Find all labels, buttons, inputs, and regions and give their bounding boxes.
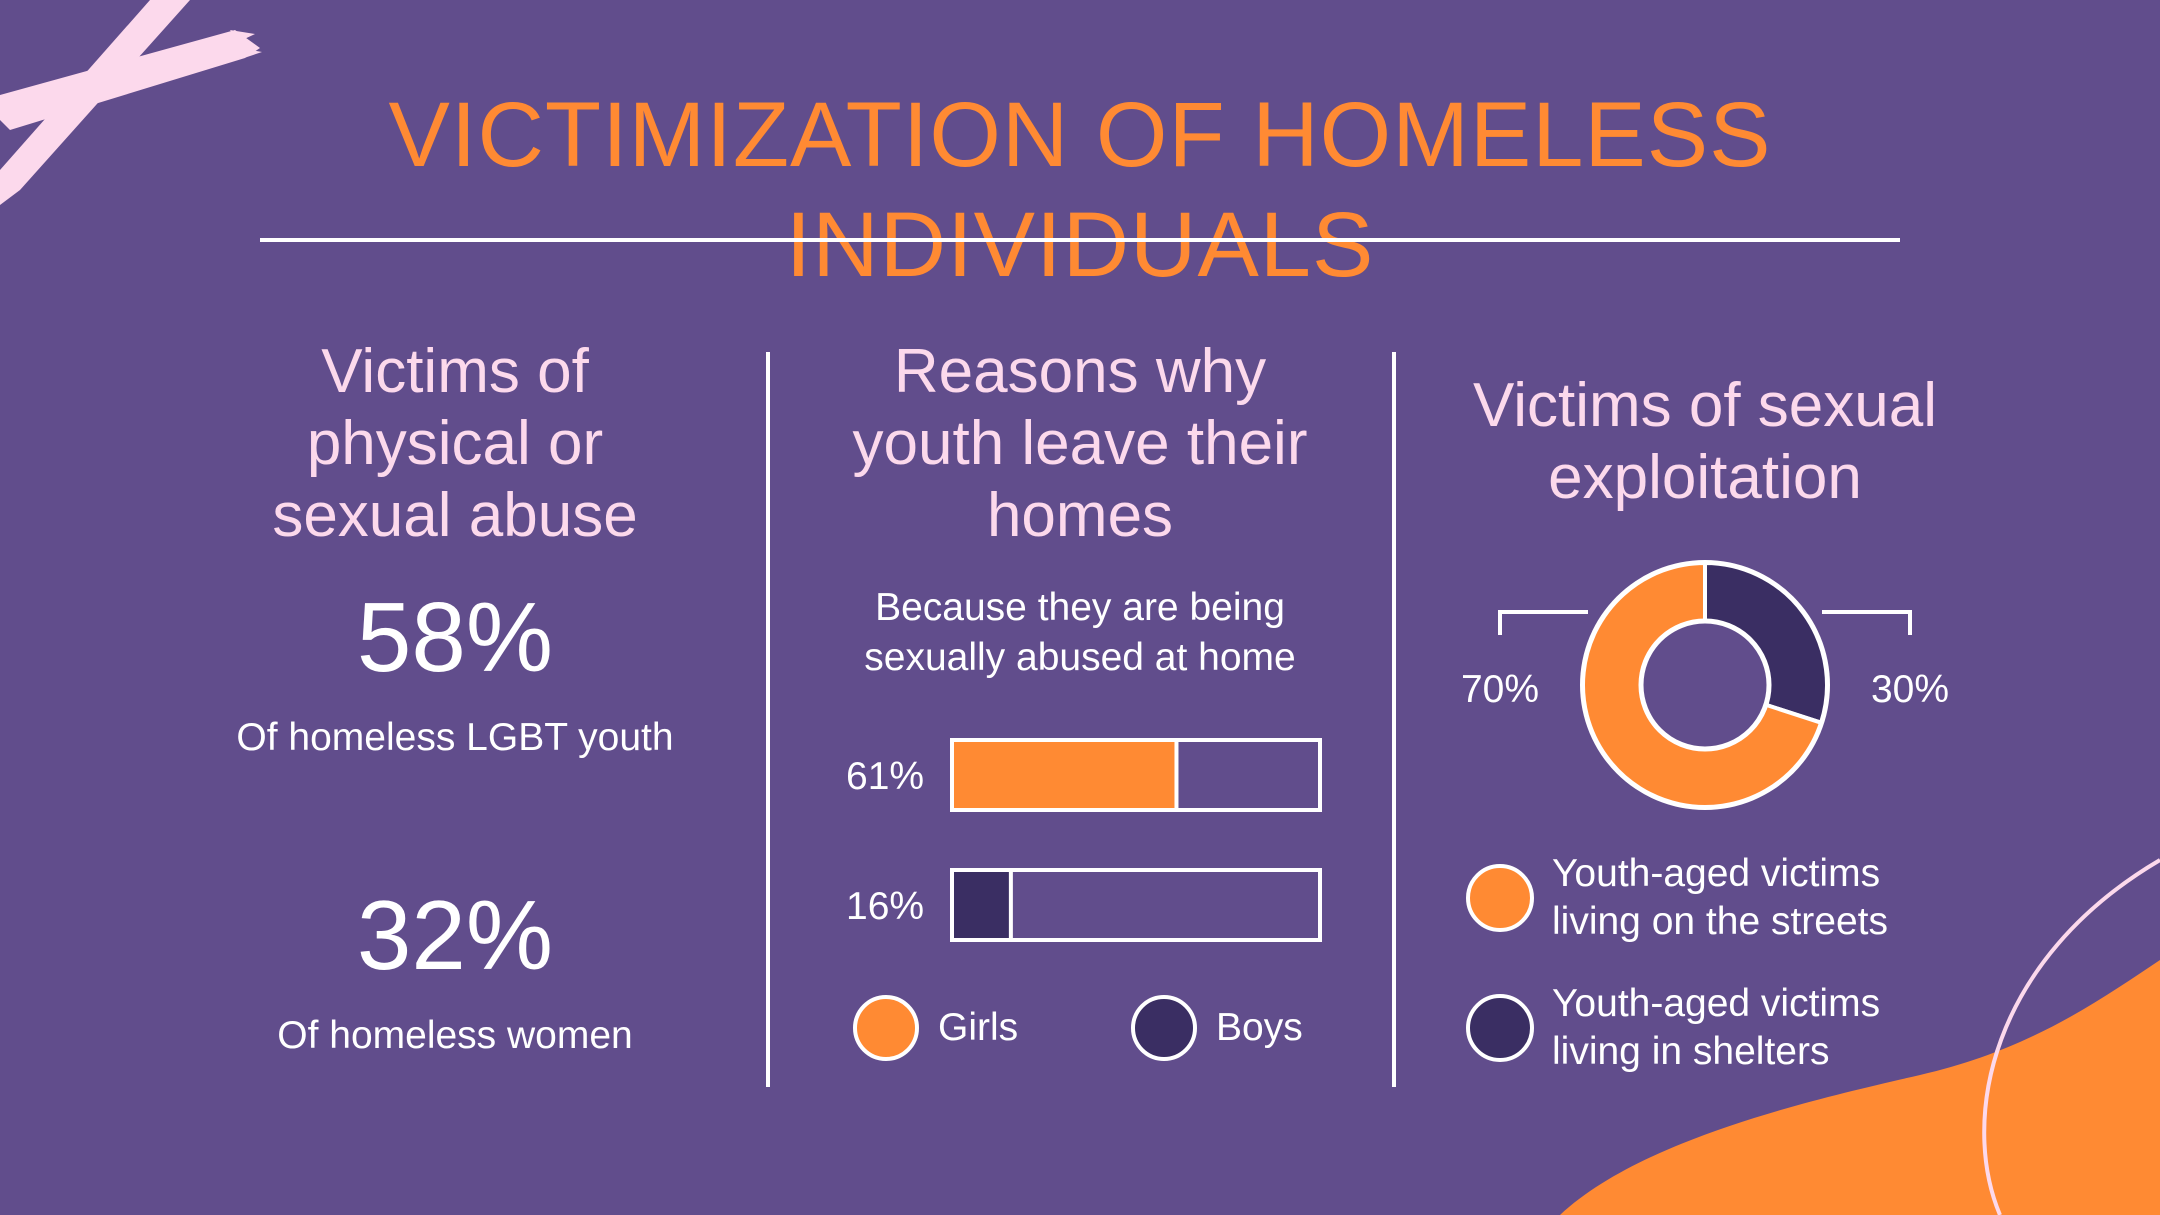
bar-chart-subtitle: Because they are being sexually abused a… — [864, 586, 1296, 679]
legend-girls-label: Girls — [938, 1006, 1019, 1049]
legend-boys-swatch — [1131, 995, 1197, 1061]
stat-lgbt-value: 58% — [356, 582, 554, 692]
page-title: VICTIMIZATION OF HOMELESS INDIVIDUALS — [388, 84, 1772, 296]
left-panel-heading: Victims of physical or sexual abuse — [272, 337, 638, 550]
decorative-blob — [1560, 858, 2160, 1215]
donut-hole — [1638, 618, 1772, 752]
bar-value-label-boys: 16% — [846, 885, 924, 928]
legend-streets-swatch — [1466, 864, 1534, 932]
bar-chart: 61% 16% — [846, 738, 1322, 942]
legend-shelters-swatch — [1466, 994, 1534, 1062]
stat-lgbt-caption: Of homeless LGBT youth — [236, 716, 674, 759]
donut-chart: 70% 30% — [1461, 560, 1949, 810]
donut-value-label-streets: 70% — [1461, 668, 1539, 711]
brush-stroke-decoration — [0, 0, 262, 205]
title-divider — [260, 238, 1900, 242]
legend-streets-label: Youth-aged victims living on the streets — [1552, 852, 1889, 943]
bar-track-girls — [950, 738, 1322, 812]
bar-boys — [952, 870, 1011, 940]
bar-value-label-girls: 61% — [846, 755, 924, 798]
bar-girls — [952, 740, 1177, 810]
legend-boys-label: Boys — [1216, 1006, 1303, 1049]
right-panel-heading: Victims of sexual exploitation — [1472, 371, 1938, 512]
stat-women-caption: Of homeless women — [277, 1014, 633, 1057]
bar-track-boys — [950, 868, 1322, 942]
middle-panel-heading: Reasons why youth leave their homes — [852, 337, 1308, 550]
donut-leader-lines — [1498, 610, 1912, 635]
stat-women-value: 32% — [356, 880, 554, 990]
donut-value-label-shelters: 30% — [1871, 668, 1949, 711]
legend-shelters-label: Youth-aged victims living in shelters — [1552, 982, 1881, 1073]
column-divider-left — [766, 352, 770, 1087]
legend-girls-swatch — [853, 995, 919, 1061]
column-divider-right — [1392, 352, 1396, 1087]
